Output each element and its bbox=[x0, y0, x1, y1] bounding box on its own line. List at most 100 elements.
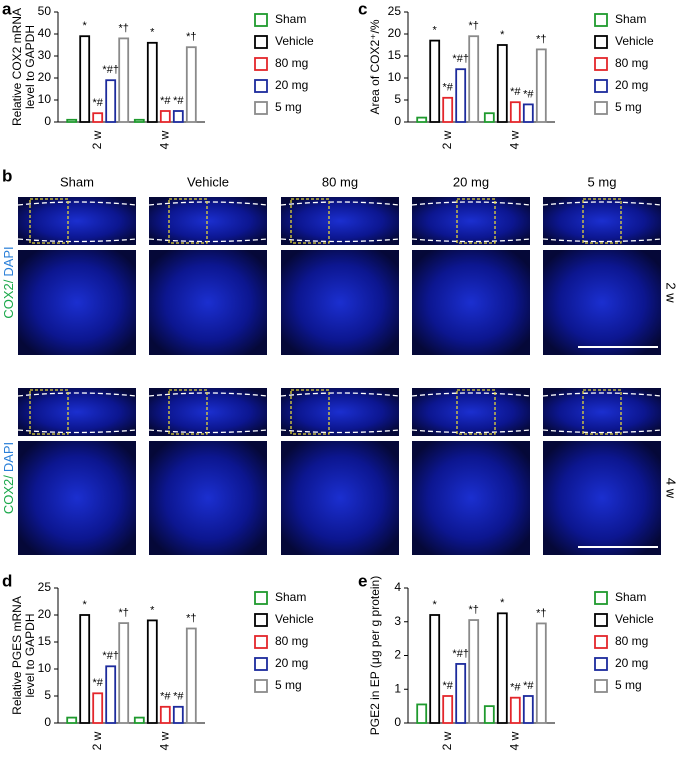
x-tick-label: 2 w bbox=[90, 731, 104, 750]
bar bbox=[172, 705, 184, 724]
legend-label: Sham bbox=[275, 590, 306, 604]
column-label: Vehicle bbox=[187, 174, 229, 189]
bar bbox=[146, 41, 158, 123]
y-tick-label: 30 bbox=[38, 48, 52, 62]
bar bbox=[92, 692, 104, 724]
legend-label: 20 mg bbox=[615, 656, 648, 670]
significance-label: *† bbox=[186, 31, 196, 43]
bar bbox=[429, 614, 441, 724]
zoom-box bbox=[290, 198, 330, 244]
y-tick-label: 40 bbox=[38, 26, 52, 40]
bar bbox=[496, 612, 508, 724]
bar bbox=[522, 695, 534, 724]
legend-label: Sham bbox=[615, 12, 646, 26]
bar bbox=[416, 703, 428, 724]
legend-swatch bbox=[254, 57, 268, 71]
y-tick-label: 20 bbox=[388, 26, 402, 40]
micrograph-zoom bbox=[149, 441, 267, 555]
tissue-border bbox=[411, 392, 531, 434]
y-tick-label: 2 bbox=[394, 648, 401, 662]
legend-swatch bbox=[254, 13, 268, 27]
tissue-border bbox=[280, 392, 400, 434]
bar bbox=[509, 696, 521, 724]
tissue-border bbox=[542, 201, 662, 243]
y-axis-label: level to GAPDH bbox=[23, 613, 37, 697]
legend-label: Sham bbox=[275, 12, 306, 26]
legend-swatch bbox=[254, 79, 268, 93]
y-tick-label: 0 bbox=[44, 715, 51, 729]
micrograph-strip bbox=[543, 388, 661, 436]
panel-label: d bbox=[2, 571, 12, 590]
significance-label: * bbox=[500, 597, 505, 609]
significance-label: *† bbox=[186, 612, 196, 624]
bar bbox=[66, 118, 78, 123]
legend-swatch bbox=[254, 657, 268, 671]
micrograph-strip bbox=[149, 388, 267, 436]
legend-swatch bbox=[594, 35, 608, 49]
row-label: 4 w bbox=[664, 478, 679, 499]
significance-label: *# bbox=[160, 95, 171, 107]
y-tick-label: 5 bbox=[44, 688, 51, 702]
bar bbox=[468, 35, 480, 123]
panel-label: e bbox=[358, 571, 367, 590]
row-label: 2 w bbox=[664, 282, 679, 303]
significance-label: *† bbox=[536, 607, 546, 619]
y-tick-label: 4 bbox=[394, 580, 401, 594]
significance-label: *# bbox=[510, 86, 521, 98]
micrograph-strip bbox=[412, 197, 530, 245]
bar bbox=[146, 619, 158, 724]
x-tick-label: 4 w bbox=[507, 130, 521, 149]
significance-label: *# bbox=[160, 691, 171, 703]
legend-swatch bbox=[594, 79, 608, 93]
zoom-box bbox=[456, 389, 496, 435]
bar bbox=[79, 614, 91, 724]
x-tick-label: 2 w bbox=[440, 731, 454, 750]
legend-swatch bbox=[254, 35, 268, 49]
micrograph-zoom bbox=[18, 441, 136, 555]
legend-swatch bbox=[594, 591, 608, 605]
y-tick-label: 25 bbox=[38, 580, 52, 594]
micrograph-strip bbox=[149, 197, 267, 245]
tissue-border bbox=[17, 201, 137, 243]
micrograph-zoom bbox=[412, 250, 530, 355]
zoom-box bbox=[290, 389, 330, 435]
bar bbox=[105, 79, 117, 123]
column-label: 20 mg bbox=[453, 174, 489, 189]
bar bbox=[429, 39, 441, 123]
legend-label: Vehicle bbox=[615, 612, 654, 626]
significance-label: * bbox=[83, 20, 88, 32]
micrograph-strip bbox=[543, 197, 661, 245]
micrograph-zoom bbox=[543, 441, 661, 555]
tissue-border bbox=[542, 392, 662, 434]
x-tick-label: 4 w bbox=[157, 130, 171, 149]
significance-label: * bbox=[150, 604, 155, 616]
tissue-border bbox=[411, 201, 531, 243]
legend-label: 5 mg bbox=[615, 678, 642, 692]
micrograph-zoom bbox=[412, 441, 530, 555]
zoom-box bbox=[456, 198, 496, 244]
tissue-border bbox=[17, 392, 137, 434]
micrograph-strip bbox=[412, 388, 530, 436]
tissue-border bbox=[148, 201, 268, 243]
legend-label: 5 mg bbox=[275, 678, 302, 692]
y-tick-label: 1 bbox=[394, 681, 401, 695]
column-label: 5 mg bbox=[588, 174, 617, 189]
y-tick-label: 0 bbox=[394, 715, 401, 729]
stain-cox2: COX2/ bbox=[1, 475, 16, 514]
legend-label: 5 mg bbox=[275, 100, 302, 114]
y-tick-label: 0 bbox=[44, 114, 51, 128]
bar bbox=[105, 665, 117, 724]
bar bbox=[522, 103, 534, 123]
micrograph-strip bbox=[18, 197, 136, 245]
panel-label: b bbox=[2, 166, 12, 185]
zoom-box bbox=[582, 389, 622, 435]
significance-label: *# bbox=[173, 95, 184, 107]
bar bbox=[455, 663, 467, 724]
micrograph-zoom bbox=[281, 441, 399, 555]
zoom-box bbox=[168, 389, 208, 435]
significance-label: * bbox=[433, 25, 438, 37]
legend-swatch bbox=[254, 679, 268, 693]
stain-label: COX2/DAPI bbox=[1, 442, 16, 514]
legend-label: Vehicle bbox=[275, 34, 314, 48]
